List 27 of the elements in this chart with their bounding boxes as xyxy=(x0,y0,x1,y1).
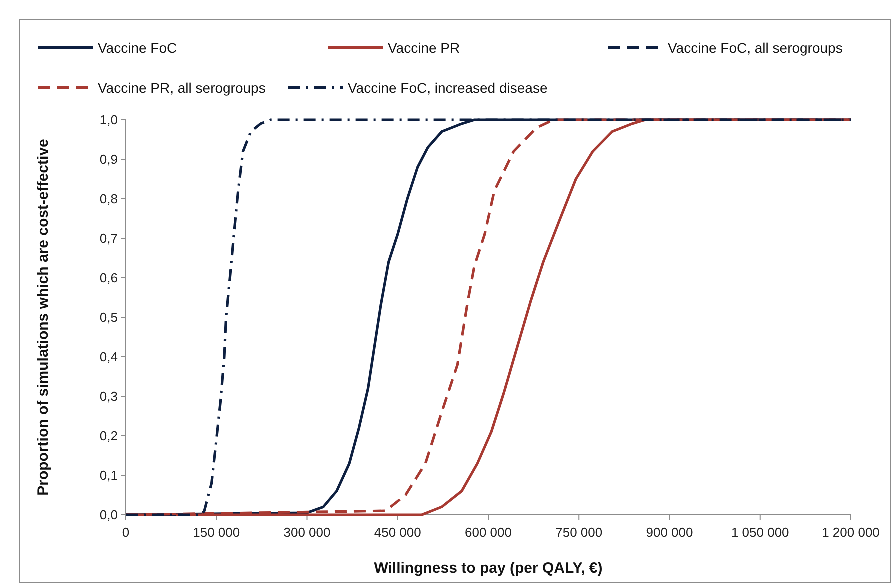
y-tick-label: 0,0 xyxy=(100,508,118,523)
x-tick-label: 900 000 xyxy=(646,525,694,540)
y-tick-label: 0,3 xyxy=(100,389,118,404)
y-tick-label: 0,2 xyxy=(100,428,118,444)
y-tick-label: 0,1 xyxy=(100,468,118,484)
y-tick-label: 0,8 xyxy=(100,192,118,207)
y-axis-title: Proportion of simulations which are cost-effective xyxy=(35,139,52,496)
x-tick-label: 600 000 xyxy=(465,525,512,540)
y-tick-label: 0,6 xyxy=(100,270,118,286)
y-tick-label: 1,0 xyxy=(100,112,118,128)
y-tick-label: 0,9 xyxy=(100,152,118,168)
x-tick-label: 150 000 xyxy=(193,525,240,540)
legend-label: Vaccine FoC, increased disease xyxy=(348,80,548,96)
legend-label: Vaccine PR xyxy=(388,40,460,56)
x-tick-label: 0 xyxy=(122,525,130,540)
x-tick-label: 1 200 000 xyxy=(822,525,880,540)
legend-label: Vaccine FoC, all serogroups xyxy=(668,40,843,56)
y-tick-label: 0,4 xyxy=(100,350,118,365)
legend-label: Vaccine PR, all serogroups xyxy=(98,80,266,96)
x-tick-label: 750 000 xyxy=(556,525,603,540)
y-tick-label: 0,7 xyxy=(100,231,118,246)
x-tick-label: 300 000 xyxy=(284,525,331,540)
y-tick-label: 0,5 xyxy=(100,310,118,326)
x-tick-label: 1 050 000 xyxy=(731,525,790,540)
x-tick-label: 450 000 xyxy=(374,525,422,540)
x-axis-title: Willingness to pay (per QALY, €) xyxy=(374,560,603,577)
legend-label: Vaccine FoC xyxy=(98,40,178,56)
